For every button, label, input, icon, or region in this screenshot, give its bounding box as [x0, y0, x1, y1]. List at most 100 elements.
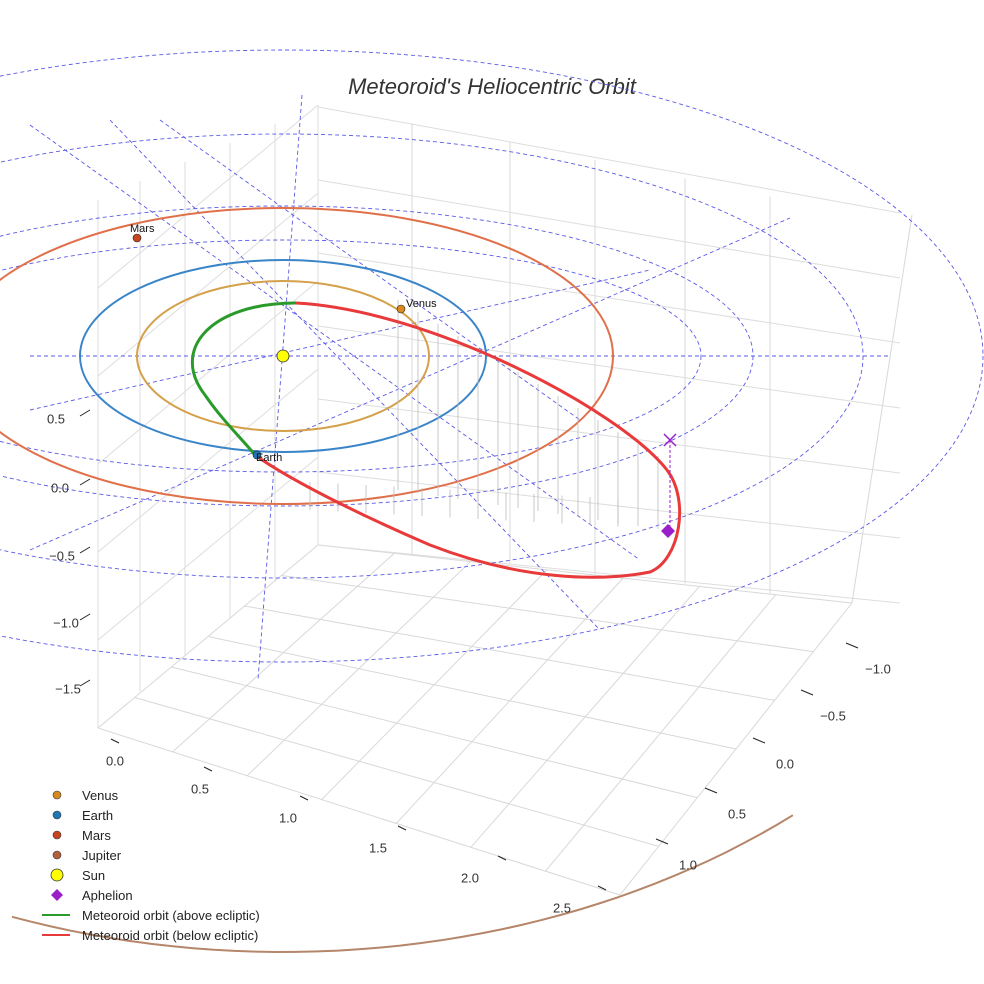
legend-marker: [52, 830, 62, 840]
planet-venus: [396, 304, 406, 314]
planet-label-venus: Venus: [406, 298, 437, 310]
left-wall-grid-line: [97, 544, 319, 729]
left-wall-grid-line: [97, 280, 319, 465]
orbit-below-ecliptic: [254, 301, 682, 579]
y-tick-label: 1.0: [679, 857, 697, 872]
orbit-venus: [136, 280, 430, 432]
x-tick-label: 2.5: [553, 900, 571, 915]
ecliptic-ring: [0, 49, 984, 663]
legend-label-earth: Earth: [82, 807, 114, 823]
back-wall-grid-line: [851, 214, 913, 604]
legend-item-orbit-below: Meteoroid orbit (below ecliptic): [40, 925, 260, 945]
legend-item-mars: Mars: [40, 825, 260, 845]
left-wall-grid-line: [97, 192, 319, 377]
legend-swatch-graphic: [51, 889, 63, 901]
legend-label-sun: Sun: [82, 867, 106, 883]
legend-swatch-graphic: [52, 790, 62, 800]
legend-label-venus: Venus: [82, 787, 119, 803]
legend-swatch-graphic: [52, 850, 62, 860]
legend-label-jupiter: Jupiter: [82, 847, 122, 863]
back-wall-grid-line: [317, 325, 901, 409]
back-wall-grid-line: [317, 252, 901, 344]
planet-mars: [132, 233, 142, 243]
ecliptic-spoke: [29, 124, 641, 561]
legend-swatch-aphelion: [40, 885, 74, 905]
legend-item-earth: Earth: [40, 805, 260, 825]
legend: Venus Earth Mars Jupiter Sun Aphelion Me…: [40, 785, 260, 945]
z-tick-mark: [79, 478, 91, 486]
orbit-earth: [79, 259, 487, 453]
orbit-above-ecliptic: [190, 301, 297, 456]
aphelion-marker: [661, 524, 675, 538]
planet-label-mars: Mars: [130, 223, 155, 235]
z-tick-mark: [79, 409, 91, 417]
y-tick-mark: [655, 838, 669, 845]
ecliptic-spoke: [159, 119, 581, 421]
ecliptic-grid: [0, 49, 984, 681]
z-tick-label: −1.5: [55, 681, 81, 696]
legend-marker: [52, 850, 62, 860]
left-wall-grid-line: [97, 368, 319, 553]
floor-grid-line: [281, 575, 814, 653]
legend-swatch-graphic: [42, 914, 70, 916]
legend-swatch-earth: [40, 805, 74, 825]
floor-grid-line: [97, 727, 621, 896]
left-wall-grid-line: [97, 104, 319, 289]
meteoroid-orbit: [190, 301, 682, 579]
y-tick-label: −1.0: [865, 661, 891, 676]
back-wall-grid-line: [317, 544, 901, 604]
legend-swatch-sun: [40, 865, 74, 885]
z-tick-label: 0.0: [51, 480, 69, 495]
planet-earth: [252, 450, 262, 460]
z-tick-label: −1.0: [53, 615, 79, 630]
planet-label-earth: Earth: [256, 452, 282, 464]
x-tick-mark: [110, 738, 120, 744]
legend-swatch-graphic: [52, 810, 62, 820]
legend-item-aphelion: Aphelion: [40, 885, 260, 905]
orbit-jupiter: [11, 814, 794, 954]
back-wall-grid-line: [317, 471, 901, 539]
x-tick-label: 0.5: [191, 781, 209, 796]
legend-marker: [50, 868, 64, 882]
chart-title: Meteoroid's Heliocentric Orbit: [348, 74, 636, 99]
drop-lines: [309, 300, 659, 529]
legend-marker: [51, 889, 63, 901]
z-tick-mark: [79, 679, 91, 687]
orbit-mars: [0, 207, 614, 505]
legend-item-jupiter: Jupiter: [40, 845, 260, 865]
axis-ticks: 0.0 0.5 1.0 1.5 2.0 2.5 −1.0 −0.5 0.0 0.5 1.0 0.5 0.…: [47, 409, 891, 915]
ecliptic-spoke: [109, 119, 601, 631]
legend-swatch-venus: [40, 785, 74, 805]
floor-grid-line: [134, 697, 659, 847]
legend-label-mars: Mars: [82, 827, 111, 843]
y-tick-label: 0.0: [776, 756, 794, 771]
planet-orbits: [0, 207, 794, 954]
back-wall-grid-line: [317, 398, 901, 474]
ecliptic-ring: [0, 239, 702, 473]
legend-swatch-graphic: [42, 934, 70, 936]
y-tick-label: 0.5: [728, 806, 746, 821]
legend-item-sun: Sun: [40, 865, 260, 885]
y-tick-mark: [752, 737, 766, 744]
x-tick-mark: [299, 795, 309, 801]
x-tick-label: 0.0: [106, 753, 124, 768]
back-wall-grid-line: [317, 106, 901, 214]
z-tick-mark: [79, 546, 91, 554]
z-tick-mark: [79, 613, 91, 621]
ecliptic-spoke: [29, 269, 651, 411]
legend-item-orbit-above: Meteoroid orbit (above ecliptic): [40, 905, 260, 925]
z-tick-label: −0.5: [49, 548, 75, 563]
x-tick-label: 1.5: [369, 840, 387, 855]
legend-swatch-jupiter: [40, 845, 74, 865]
floor-grid-line: [207, 636, 737, 750]
back-wall-grid-line: [317, 179, 901, 279]
z-tick-label: 0.5: [47, 411, 65, 426]
floor-grid-line: [244, 605, 775, 701]
y-tick-mark: [800, 689, 814, 696]
legend-marker: [52, 810, 62, 820]
floor-grid-line: [171, 666, 698, 799]
legend-marker: [52, 790, 62, 800]
sun-marker: [276, 349, 290, 363]
floor-grid-line: [317, 544, 853, 604]
